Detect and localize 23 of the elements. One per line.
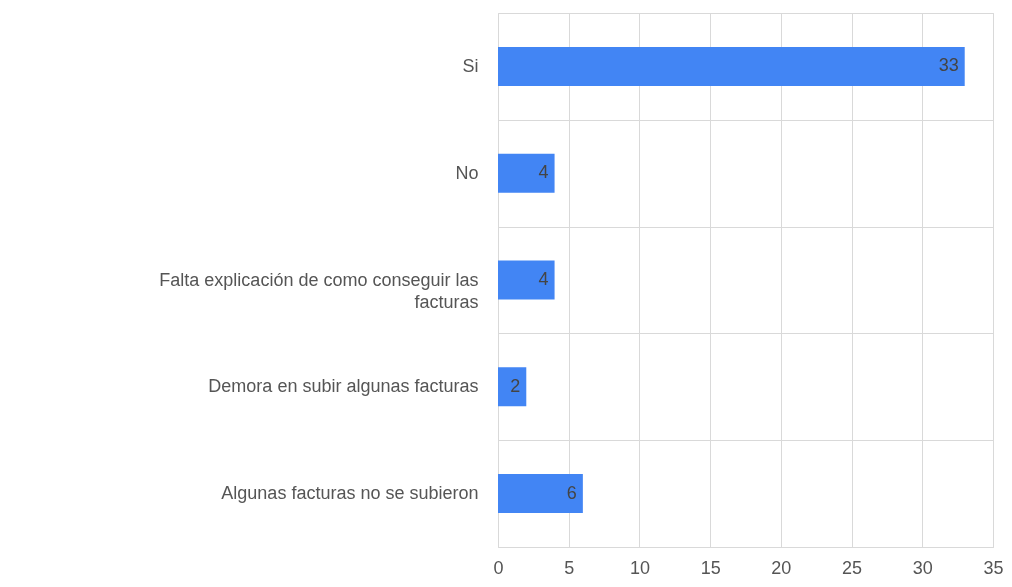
data-label: 4 bbox=[538, 269, 549, 289]
y-tick-label: Si bbox=[462, 55, 479, 76]
bar bbox=[498, 260, 555, 300]
bar bbox=[498, 153, 555, 193]
data-label: 2 bbox=[510, 375, 521, 396]
x-tick-label: 0 bbox=[493, 557, 504, 578]
data-label: 4 bbox=[538, 162, 549, 183]
x-tick-label: 15 bbox=[700, 557, 721, 578]
x-tick-label: 5 bbox=[564, 557, 575, 578]
x-tick-label: 35 bbox=[983, 557, 1004, 578]
bar bbox=[498, 367, 527, 407]
data-label: 33 bbox=[938, 55, 959, 76]
x-tick-label: 10 bbox=[629, 557, 650, 578]
y-tick-label: Algunas facturas no se subieron bbox=[221, 483, 479, 504]
bar bbox=[498, 46, 965, 86]
x-tick-label: 30 bbox=[912, 557, 933, 578]
x-tick-label: 20 bbox=[771, 557, 792, 578]
x-tick-label: 25 bbox=[842, 557, 863, 578]
y-tick-label: Demora en subir algunas facturas bbox=[208, 376, 479, 397]
bar bbox=[498, 474, 583, 514]
y-tick-label: No bbox=[455, 162, 479, 183]
y-tick-label: Falta explicación de como conseguir las facturas bbox=[159, 269, 479, 312]
data-label: 6 bbox=[566, 482, 577, 503]
